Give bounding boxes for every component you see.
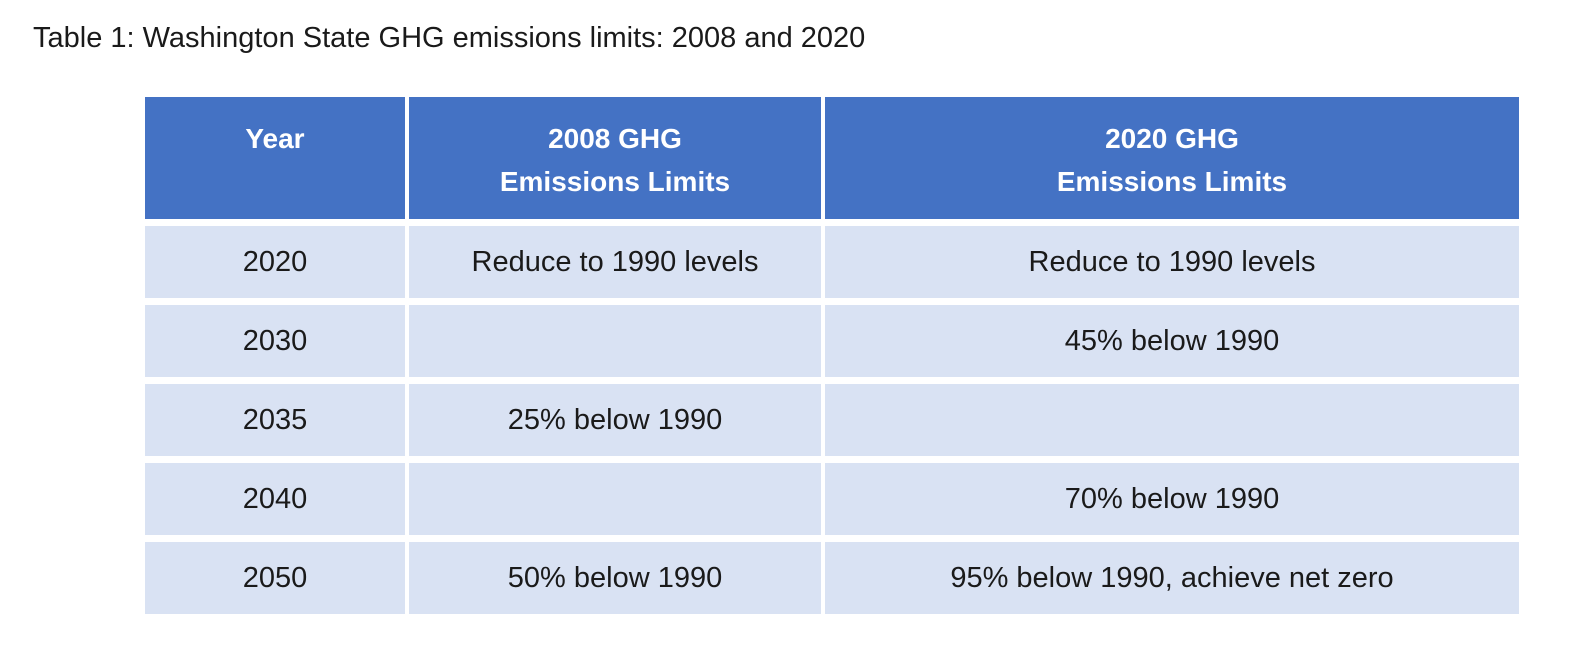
year-cell: 2030 — [145, 305, 405, 377]
limit-2008-cell: 50% below 1990 — [409, 542, 821, 614]
table-caption: Table 1: Washington State GHG emissions … — [33, 22, 866, 54]
limit-2020-cell — [825, 384, 1519, 456]
limit-2020-cell: 70% below 1990 — [825, 463, 1519, 535]
ghg-limits-table: Year 2008 GHG Emissions Limits 2020 GHG … — [145, 97, 1519, 614]
column-header-year: Year — [145, 97, 405, 219]
limit-2008-cell: Reduce to 1990 levels — [409, 226, 821, 298]
limit-2008-cell — [409, 305, 821, 377]
year-cell: 2035 — [145, 384, 405, 456]
limit-2008-cell: 25% below 1990 — [409, 384, 821, 456]
limit-2020-cell: 45% below 1990 — [825, 305, 1519, 377]
year-cell: 2020 — [145, 226, 405, 298]
limit-2020-cell: 95% below 1990, achieve net zero — [825, 542, 1519, 614]
limit-2020-cell: Reduce to 1990 levels — [825, 226, 1519, 298]
limit-2008-cell — [409, 463, 821, 535]
year-cell: 2040 — [145, 463, 405, 535]
year-cell: 2050 — [145, 542, 405, 614]
column-header-2008-limits: 2008 GHG Emissions Limits — [409, 97, 821, 219]
column-header-2020-limits: 2020 GHG Emissions Limits — [825, 97, 1519, 219]
